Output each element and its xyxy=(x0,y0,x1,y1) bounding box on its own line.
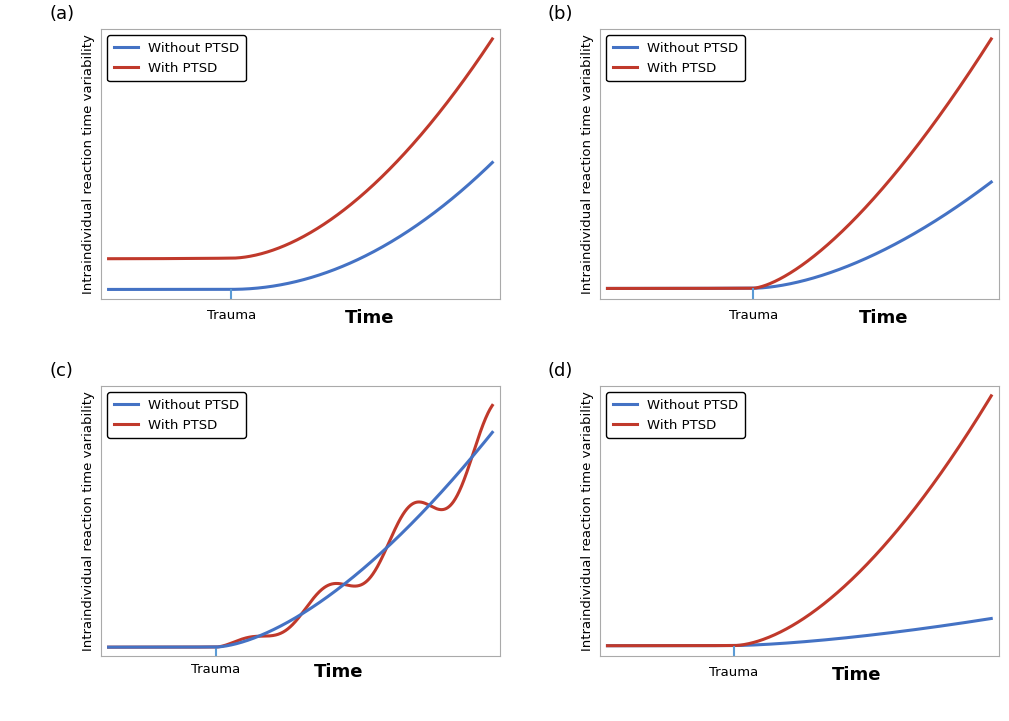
Line: Without PTSD: Without PTSD xyxy=(109,162,492,289)
Without PTSD xyxy=(126,643,138,652)
With PTSD xyxy=(601,284,613,293)
Without PTSD xyxy=(880,244,892,253)
With PTSD xyxy=(325,580,337,588)
With PTSD xyxy=(486,35,498,43)
With PTSD xyxy=(486,401,498,410)
Without PTSD xyxy=(601,642,613,650)
Without PTSD xyxy=(335,582,347,590)
Without PTSD xyxy=(228,285,240,293)
Without PTSD xyxy=(486,158,498,167)
Without PTSD xyxy=(879,245,891,254)
Without PTSD xyxy=(985,614,997,623)
With PTSD xyxy=(985,392,997,400)
Without PTSD xyxy=(433,490,445,499)
Without PTSD xyxy=(648,284,660,293)
With PTSD xyxy=(726,641,739,650)
With PTSD xyxy=(335,580,347,588)
Legend: Without PTSD, With PTSD: Without PTSD, With PTSD xyxy=(606,35,745,81)
With PTSD xyxy=(843,578,855,586)
Without PTSD xyxy=(347,572,359,581)
Y-axis label: Intraindividual reaction time variability: Intraindividual reaction time variabilit… xyxy=(581,34,594,294)
Y-axis label: Intraindividual reaction time variability: Intraindividual reaction time variabilit… xyxy=(83,391,95,651)
Text: (c): (c) xyxy=(49,363,73,381)
With PTSD xyxy=(381,167,394,175)
Without PTSD xyxy=(344,259,356,267)
Without PTSD xyxy=(879,629,891,638)
Text: Trauma: Trauma xyxy=(709,666,759,679)
Legend: Without PTSD, With PTSD: Without PTSD, With PTSD xyxy=(108,392,246,438)
With PTSD xyxy=(648,642,660,650)
With PTSD xyxy=(726,284,739,293)
With PTSD xyxy=(879,182,891,190)
Without PTSD xyxy=(148,285,160,293)
With PTSD xyxy=(344,201,356,210)
Without PTSD xyxy=(103,285,115,293)
Without PTSD xyxy=(486,428,498,437)
Without PTSD xyxy=(726,284,739,293)
Line: With PTSD: With PTSD xyxy=(109,39,492,259)
Without PTSD xyxy=(754,640,766,649)
Text: Time: Time xyxy=(345,309,395,327)
With PTSD xyxy=(879,541,891,549)
Text: (b): (b) xyxy=(548,6,573,23)
Text: (a): (a) xyxy=(49,6,74,23)
Without PTSD xyxy=(103,643,115,652)
Line: With PTSD: With PTSD xyxy=(607,39,991,288)
With PTSD xyxy=(648,284,660,293)
With PTSD xyxy=(126,643,138,652)
With PTSD xyxy=(754,637,766,645)
With PTSD xyxy=(148,255,160,263)
With PTSD xyxy=(103,255,115,263)
With PTSD xyxy=(880,539,892,547)
With PTSD xyxy=(985,35,997,43)
Without PTSD xyxy=(754,283,766,292)
Legend: Without PTSD, With PTSD: Without PTSD, With PTSD xyxy=(606,392,745,438)
With PTSD xyxy=(394,516,406,524)
Legend: Without PTSD, With PTSD: Without PTSD, With PTSD xyxy=(108,35,246,81)
With PTSD xyxy=(228,254,240,262)
Without PTSD xyxy=(601,284,613,293)
Text: Time: Time xyxy=(314,663,363,681)
Text: Time: Time xyxy=(859,309,908,327)
Text: Time: Time xyxy=(832,666,882,684)
Line: With PTSD: With PTSD xyxy=(607,396,991,646)
Without PTSD xyxy=(394,531,406,540)
Without PTSD xyxy=(254,283,266,292)
Without PTSD xyxy=(843,633,855,642)
Without PTSD xyxy=(726,641,739,650)
Line: Without PTSD: Without PTSD xyxy=(607,182,991,288)
With PTSD xyxy=(880,180,892,188)
With PTSD xyxy=(103,643,115,652)
Y-axis label: Intraindividual reaction time variability: Intraindividual reaction time variabilit… xyxy=(83,34,95,294)
Without PTSD xyxy=(985,177,997,186)
Without PTSD xyxy=(381,239,394,248)
Line: With PTSD: With PTSD xyxy=(109,405,492,647)
Text: Trauma: Trauma xyxy=(207,309,256,322)
Without PTSD xyxy=(648,642,660,650)
With PTSD xyxy=(601,642,613,650)
With PTSD xyxy=(433,505,445,514)
With PTSD xyxy=(347,582,359,590)
Without PTSD xyxy=(880,629,892,637)
Text: Trauma: Trauma xyxy=(192,663,241,676)
Without PTSD xyxy=(843,261,855,270)
Without PTSD xyxy=(325,590,337,598)
Y-axis label: Intraindividual reaction time variability: Intraindividual reaction time variabilit… xyxy=(581,391,594,651)
Without PTSD xyxy=(379,241,391,249)
Line: Without PTSD: Without PTSD xyxy=(109,433,492,647)
Text: (d): (d) xyxy=(548,363,573,381)
With PTSD xyxy=(843,221,855,229)
Text: Trauma: Trauma xyxy=(728,309,778,322)
Line: Without PTSD: Without PTSD xyxy=(607,619,991,646)
With PTSD xyxy=(754,283,766,291)
With PTSD xyxy=(254,249,266,258)
With PTSD xyxy=(379,169,391,177)
